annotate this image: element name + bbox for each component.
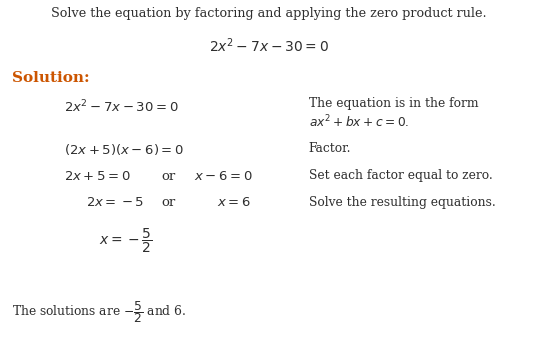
Text: $x - 6 = 0$: $x - 6 = 0$	[194, 170, 253, 182]
Text: The solutions are $-\dfrac{5}{2}$ and 6.: The solutions are $-\dfrac{5}{2}$ and 6.	[12, 299, 186, 325]
Text: Solution:: Solution:	[12, 71, 90, 85]
Text: $x = -\dfrac{5}{2}$: $x = -\dfrac{5}{2}$	[99, 227, 153, 256]
Text: Solve the equation by factoring and applying the zero product rule.: Solve the equation by factoring and appl…	[50, 7, 487, 20]
Text: $2x = -5$: $2x = -5$	[86, 196, 144, 209]
Text: or: or	[161, 170, 176, 182]
Text: $2x^2 - 7x - 30 = 0$: $2x^2 - 7x - 30 = 0$	[208, 36, 329, 55]
Text: $ax^2 + bx + c = 0.$: $ax^2 + bx + c = 0.$	[309, 114, 409, 130]
Text: The equation is in the form: The equation is in the form	[309, 97, 478, 109]
Text: Set each factor equal to zero.: Set each factor equal to zero.	[309, 170, 492, 182]
Text: $2x + 5 = 0$: $2x + 5 = 0$	[64, 170, 131, 182]
Text: or: or	[161, 196, 176, 209]
Text: Factor.: Factor.	[309, 142, 351, 155]
Text: Solve the resulting equations.: Solve the resulting equations.	[309, 196, 496, 209]
Text: $(2x + 5)(x - 6) = 0$: $(2x + 5)(x - 6) = 0$	[64, 142, 184, 157]
Text: $2x^2 - 7x - 30 = 0$: $2x^2 - 7x - 30 = 0$	[64, 98, 179, 115]
Text: $x = 6$: $x = 6$	[217, 196, 251, 209]
